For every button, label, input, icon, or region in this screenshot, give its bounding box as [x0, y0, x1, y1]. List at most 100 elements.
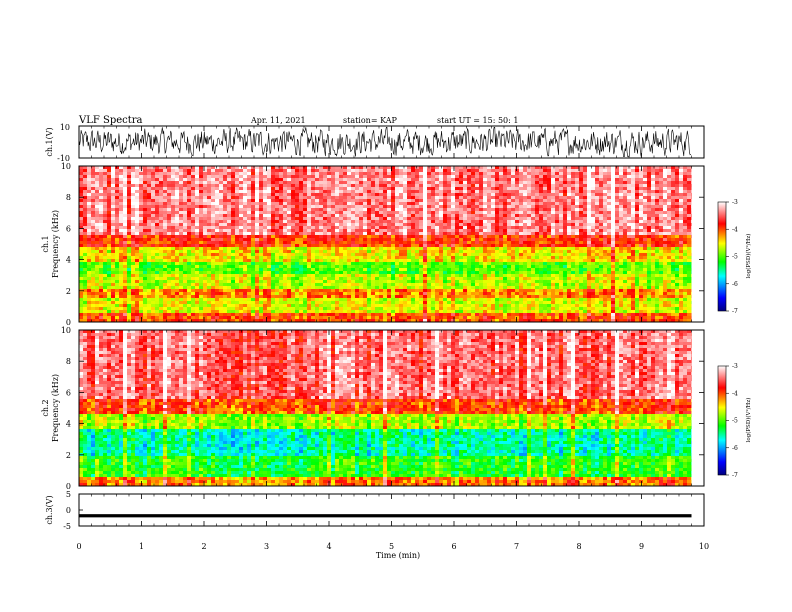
ch1-spec-cell: [163, 187, 167, 190]
ch1-spec-cell: [139, 310, 143, 313]
ch1-spec-cell: [335, 190, 339, 193]
ch1-spec-cell: [391, 295, 395, 298]
ch1-spec-cell: [83, 265, 87, 268]
ch1-spec-cell: [435, 184, 439, 187]
ch1-spec-cell: [135, 277, 139, 280]
ch1-spec-cell: [299, 193, 303, 196]
ch1-spec-cell: [95, 319, 99, 322]
ch1-spec-cell: [439, 169, 443, 172]
ch1-spec-cell: [223, 169, 227, 172]
ch1-spec-cell: [411, 316, 415, 319]
ch1-spec-cell: [375, 220, 379, 223]
ch1-spec-cell: [167, 232, 171, 235]
ch1-spec-cell: [187, 304, 191, 307]
ch1-spec-cell: [387, 196, 391, 199]
ch1-spec-cell: [103, 214, 107, 217]
ch1-spec-cell: [247, 310, 251, 313]
ch1-spec-cell: [87, 220, 91, 223]
ch1-spec-cell: [439, 274, 443, 277]
ch1-spec-cell: [411, 178, 415, 181]
ch1-spec-cell: [251, 208, 255, 211]
ch1-spec-cell: [267, 181, 271, 184]
ch1-spec-cell: [119, 316, 123, 319]
ch1-spec-cell: [335, 289, 339, 292]
ch1-spec-cell: [275, 166, 279, 169]
ch1-spec-cell: [447, 199, 451, 202]
ch1-spec-cell: [243, 274, 247, 277]
ch1-spec-cell: [351, 232, 355, 235]
ch1-spec-cell: [255, 211, 259, 214]
ch1-spec-cell: [235, 184, 239, 187]
ch1-spec-cell: [435, 295, 439, 298]
ch1-spec-cell: [167, 262, 171, 265]
ch1-spec-cell: [119, 295, 123, 298]
ch1-spec-cell: [123, 202, 127, 205]
ch1-spec-cell: [251, 262, 255, 265]
ch1-spec-cell: [375, 166, 379, 169]
ch1-spec-cell: [315, 268, 319, 271]
ch1-spec-cell: [255, 199, 259, 202]
ch1-spec-cell: [191, 316, 195, 319]
ch1-spec-cell: [91, 289, 95, 292]
ch1-spec-cell: [103, 181, 107, 184]
ch1-spec-cell: [395, 268, 399, 271]
ch1-spec-cell: [155, 229, 159, 232]
ch1-spec-cell: [283, 166, 287, 169]
ch1-spec-cell: [351, 241, 355, 244]
ch1-spec-cell: [107, 253, 111, 256]
ch1-spec-cell: [411, 295, 415, 298]
ch1-spec-cell: [167, 235, 171, 238]
ch1-spec-cell: [163, 274, 167, 277]
ch1-spec-cell: [259, 205, 263, 208]
ch1-spec-cell: [139, 181, 143, 184]
ch1-spec-cell: [391, 286, 395, 289]
ch1-spec-cell: [351, 181, 355, 184]
ch1-spec-cell: [271, 226, 275, 229]
ch1-spec-cell: [371, 310, 375, 313]
ch1-spec-cell: [267, 268, 271, 271]
ch1-spec-cell: [431, 256, 435, 259]
ch1-spec-cell: [99, 193, 103, 196]
ch1-spec-cell: [339, 232, 343, 235]
ch1-spec-cell: [195, 196, 199, 199]
ch1-spec-cell: [227, 220, 231, 223]
ch1-spec-cell: [235, 313, 239, 316]
ch1-spec-cell: [171, 286, 175, 289]
ch1-spec-cell: [135, 235, 139, 238]
ch1-spec-cell: [375, 259, 379, 262]
ch1-spec-cell: [187, 238, 191, 241]
ch1-spec-cell: [339, 316, 343, 319]
ch1-spec-cell: [223, 259, 227, 262]
ch1-spec-cell: [123, 193, 127, 196]
ch1-spec-cell: [207, 286, 211, 289]
ch1-spec-cell: [99, 241, 103, 244]
ch1-spec-cell: [263, 223, 267, 226]
ch1-spec-cell: [419, 229, 423, 232]
ch1-spec-cell: [175, 184, 179, 187]
ch1-spec-cell: [427, 298, 431, 301]
ch1-spec-cell: [115, 214, 119, 217]
ch1-spec-cell: [391, 271, 395, 274]
ch1-spec-cell: [191, 313, 195, 316]
ch1-spec-cell: [83, 313, 87, 316]
ch1-spec-cell: [215, 307, 219, 310]
ch1-spec-cell: [447, 262, 451, 265]
ch1-spec-cell: [111, 310, 115, 313]
ch1-spec-cell: [271, 307, 275, 310]
ch1-spec-cell: [375, 175, 379, 178]
ch1-spec-cell: [383, 184, 387, 187]
ch1-spec-cell: [331, 190, 335, 193]
ch1-spec-cell: [339, 241, 343, 244]
ch1-spec-cell: [171, 310, 175, 313]
ch1-spec-cell: [235, 310, 239, 313]
ch1-spec-cell: [235, 286, 239, 289]
ch1-spec-cell: [343, 232, 347, 235]
ch1-spec-cell: [183, 271, 187, 274]
ch1-spec-cell: [191, 262, 195, 265]
ch1-spec-cell: [203, 301, 207, 304]
ch1-spec-cell: [335, 277, 339, 280]
ch1-spec-cell: [187, 274, 191, 277]
ch1-spec-cell: [107, 319, 111, 322]
ch1-spec-cell: [123, 286, 127, 289]
ch1-spec-cell: [271, 295, 275, 298]
